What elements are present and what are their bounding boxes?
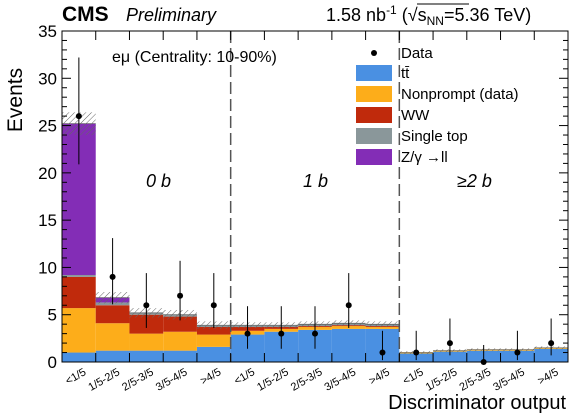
bar-segment	[129, 333, 164, 351]
bar-segment	[62, 308, 96, 353]
data-point	[177, 292, 184, 299]
uncertainty-band	[365, 321, 400, 328]
lumi-energy: 1.58 nb-1 (√sNN=5.36 TeV)	[326, 3, 531, 28]
y-tick-label: 35	[38, 22, 57, 41]
bar-segment	[433, 351, 467, 362]
preliminary-label: Preliminary	[126, 5, 217, 25]
bar-segment	[62, 352, 96, 362]
data-point	[413, 349, 420, 356]
bar-segment	[95, 323, 130, 351]
legend-swatch	[356, 128, 392, 144]
bar-segment	[95, 305, 130, 324]
data-point	[109, 273, 116, 280]
bar-segment	[163, 350, 197, 362]
x-tick-label: 3/5-4/5	[154, 366, 190, 394]
sqrt-s: s	[418, 5, 427, 25]
data-point	[514, 349, 521, 356]
lumi-value: 1.58 nb	[326, 5, 386, 25]
energy-value: =5.36 TeV)	[444, 5, 531, 25]
bar-segment	[196, 327, 231, 335]
bar-segment	[331, 328, 366, 362]
bar-segment	[95, 350, 130, 362]
bar-segment	[163, 331, 197, 351]
bar-segment	[365, 327, 400, 329]
y-tick-label: 25	[38, 117, 57, 136]
x-tick-label: 1/5-2/5	[255, 366, 291, 394]
legend-label: Z/γ →ll	[401, 149, 448, 166]
x-tick-label: 2/5-3/5	[120, 366, 156, 394]
x-tick-label: 1/5-2/5	[424, 366, 460, 394]
bar-segment	[62, 276, 96, 309]
sqrt-symbol: √	[408, 5, 418, 25]
bar-segment	[196, 346, 231, 362]
legend-data-marker	[371, 50, 377, 56]
y-tick-label: 30	[38, 69, 57, 88]
y-tick-label: 15	[38, 211, 57, 230]
x-tick-label: 2/5-3/5	[458, 366, 494, 394]
x-tick-label: 3/5-4/5	[491, 366, 527, 394]
legend-label: WW	[401, 107, 430, 124]
legend: Data tt̄ Nonprompt (data) WW Single top Z/γ …	[356, 45, 519, 166]
data-point	[143, 302, 150, 309]
x-tick-label: 1/5-2/5	[86, 366, 122, 394]
legend-label: Nonprompt (data)	[401, 86, 519, 103]
data-point	[379, 349, 386, 356]
x-tick-label: <1/5	[401, 366, 426, 387]
data-point	[278, 330, 285, 337]
legend-label: tt̄	[401, 65, 410, 82]
x-tick-label: >4/5	[536, 366, 561, 387]
data-point	[312, 330, 318, 337]
sqrt-s-subscript: NN	[427, 14, 444, 28]
data-point	[345, 302, 352, 309]
y-tick-label: 5	[48, 306, 57, 325]
energy-open: (	[397, 5, 408, 25]
bar-segment	[129, 350, 164, 362]
legend-swatch	[356, 149, 392, 165]
x-tick-label: 2/5-3/5	[289, 366, 325, 394]
data-point	[548, 340, 555, 347]
legend-data-label: Data	[401, 45, 433, 62]
x-tick-label: 3/5-4/5	[323, 366, 359, 394]
y-tick-label: 0	[48, 353, 57, 372]
data-point	[75, 113, 82, 120]
data-point	[446, 340, 453, 347]
region-label-2b: ≥2 b	[457, 171, 492, 191]
region-label-0b: 0 b	[146, 171, 171, 191]
bar-segment	[62, 274, 96, 277]
region-label-1b: 1 b	[303, 171, 328, 191]
channel-label: eμ (Centrality: 10-90%)	[112, 49, 277, 66]
legend-label: Single top	[401, 128, 468, 145]
x-axis-label: Discriminator output	[388, 392, 566, 414]
legend-swatch	[356, 107, 392, 123]
y-axis-label: Events	[4, 68, 27, 132]
data-point	[210, 302, 217, 309]
x-tick-label: >4/5	[367, 366, 392, 387]
x-tick-label: <1/5	[64, 366, 89, 387]
data-point	[244, 330, 251, 337]
bar-segment	[196, 334, 231, 347]
legend-swatch	[356, 65, 392, 81]
lumi-unit-exponent: -1	[386, 3, 397, 17]
x-tick-label: >4/5	[198, 366, 223, 387]
plot-frame	[61, 30, 569, 363]
legend-swatch	[356, 86, 392, 102]
y-tick-label: 10	[38, 258, 57, 277]
bar-segment	[163, 316, 197, 332]
y-tick-label: 20	[38, 164, 57, 183]
cms-label: CMS	[62, 3, 109, 26]
x-tick-label: <1/5	[232, 366, 257, 387]
